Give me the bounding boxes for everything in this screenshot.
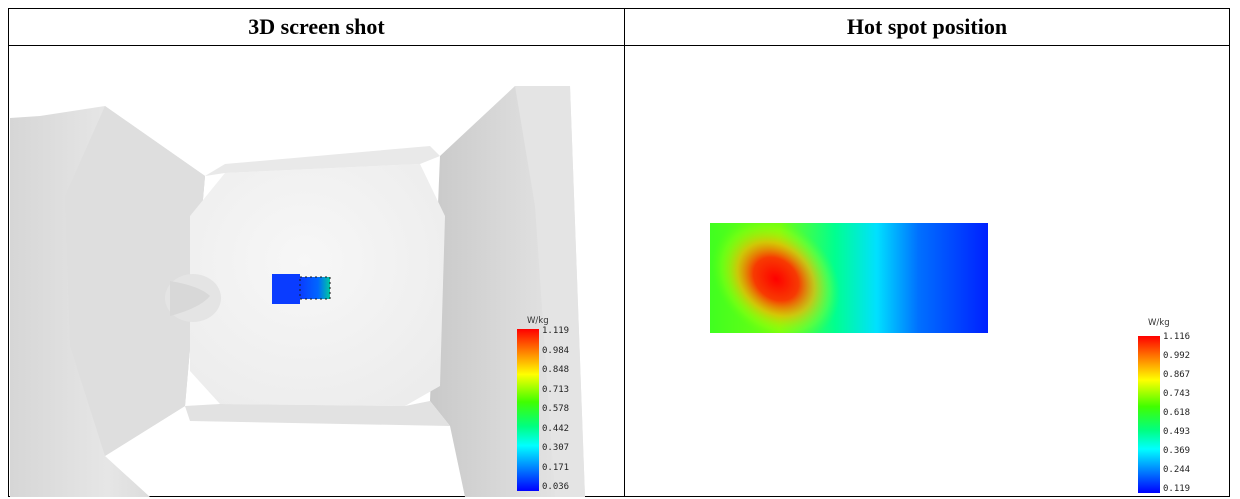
right-color-legend: W/kg 1.116 0.992 0.867 0.743 0.618 0.493… [1138,318,1228,497]
hot-spot-peak [711,223,841,333]
right-color-scale-bar [1138,336,1160,493]
left-legend-tick: 0.442 [542,424,570,434]
right-legend-tick: 0.867 [1163,370,1191,380]
header-3d-screen-shot: 3D screen shot [248,14,385,39]
left-color-scale-bar [517,329,539,491]
right-legend-tick: 1.116 [1163,332,1191,342]
hot-spot-map [710,223,1160,493]
left-legend-tick: 0.171 [542,463,570,473]
left-legend-tick: 1.119 [542,326,570,336]
header-divider [9,45,1229,46]
left-legend-tick: 0.984 [542,346,570,356]
header-hot-spot-position: Hot spot position [846,14,1008,39]
right-legend-tick: 0.493 [1163,427,1191,437]
right-legend-tick: 0.244 [1163,465,1191,475]
right-legend-tick: 0.119 [1163,484,1191,494]
sar-patch-3d [272,274,300,304]
right-legend-tick: 0.618 [1163,408,1191,418]
panel-3d-screenshot: W/kg 1.119 0.984 0.848 0.713 0.578 0.442… [10,46,623,497]
column-divider [624,9,625,496]
left-legend-unit: W/kg [527,316,549,326]
left-legend-tick: 0.713 [542,385,570,395]
right-legend-tick: 0.743 [1163,389,1191,399]
left-color-legend: W/kg 1.119 0.984 0.848 0.713 0.578 0.442… [517,316,617,496]
right-legend-unit: W/kg [1148,318,1170,328]
left-legend-tick: 0.307 [542,443,570,453]
panel-hot-spot: W/kg 1.116 0.992 0.867 0.743 0.618 0.493… [626,46,1229,497]
right-legend-tick: 0.369 [1163,446,1191,456]
left-legend-tick: 0.578 [542,404,570,414]
right-legend-tick: 0.992 [1163,351,1191,361]
left-legend-tick: 0.036 [542,482,570,492]
left-legend-tick: 0.848 [542,365,570,375]
phantom-3d-render [10,86,585,497]
comparison-table: 3D screen shot Hot spot position [8,8,1230,497]
